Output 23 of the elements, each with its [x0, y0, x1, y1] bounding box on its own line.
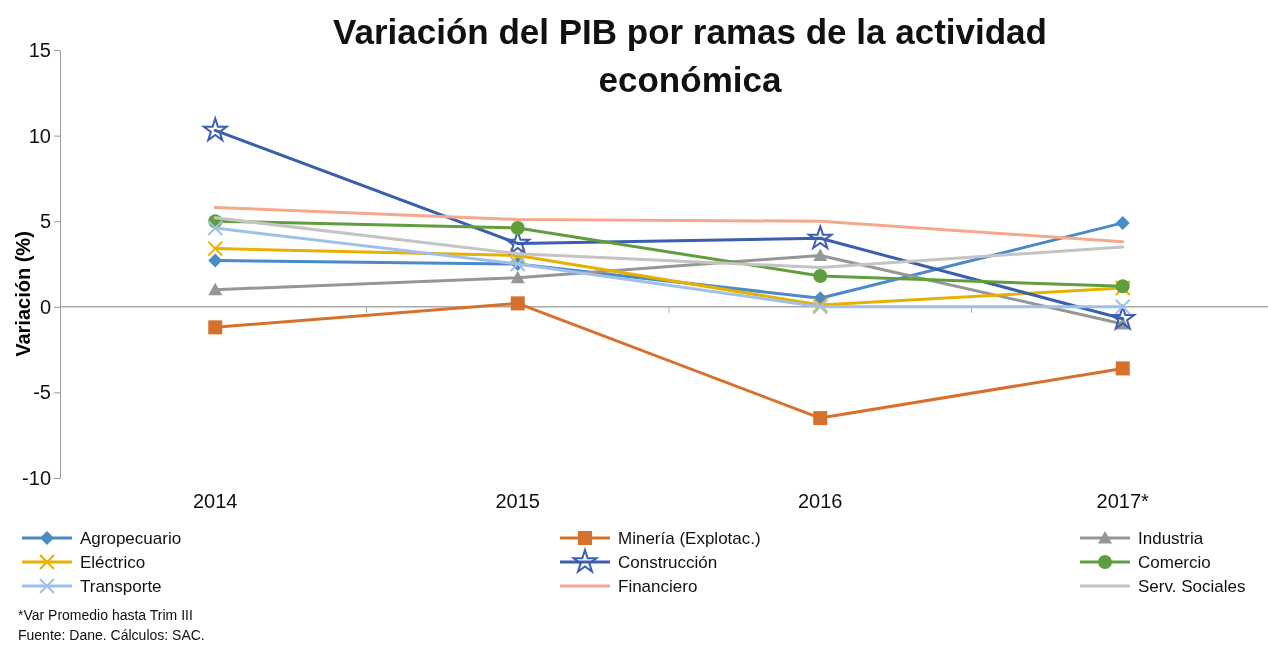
x-tick-label: 2014	[193, 490, 238, 512]
legend-label: Minería (Explotac.)	[618, 529, 761, 548]
legend-label: Industria	[1138, 529, 1204, 548]
legend-label: Agropecuario	[80, 529, 182, 548]
legend-label: Construcción	[618, 553, 718, 572]
x-tick-label: 2016	[798, 490, 843, 512]
legend-label: Financiero	[618, 577, 698, 596]
y-tick-label: -10	[22, 466, 51, 489]
legend-label: Eléctrico	[80, 553, 146, 572]
y-axis-title: Variación (%)	[12, 231, 34, 357]
source-note: Fuente: Dane. Cálculos: SAC.	[18, 627, 205, 643]
y-tick-label: 10	[28, 124, 51, 147]
legend-label: Transporte	[80, 577, 162, 596]
y-tick-label: -5	[33, 381, 51, 404]
y-tick-label: 5	[39, 210, 51, 233]
y-tick-label: 15	[28, 38, 51, 61]
chart-title: Variación del PIB por ramas de la actividad económica	[333, 12, 1047, 99]
y-tick-label: 0	[39, 295, 51, 318]
legend-label: Comercio	[1138, 553, 1211, 572]
text: *Var Promedio hasta Trim III	[18, 607, 193, 623]
legend-label: Serv. Sociales	[1138, 577, 1246, 596]
x-tick-label: 2015	[495, 490, 540, 512]
x-tick-label: 2017*	[1096, 490, 1150, 512]
